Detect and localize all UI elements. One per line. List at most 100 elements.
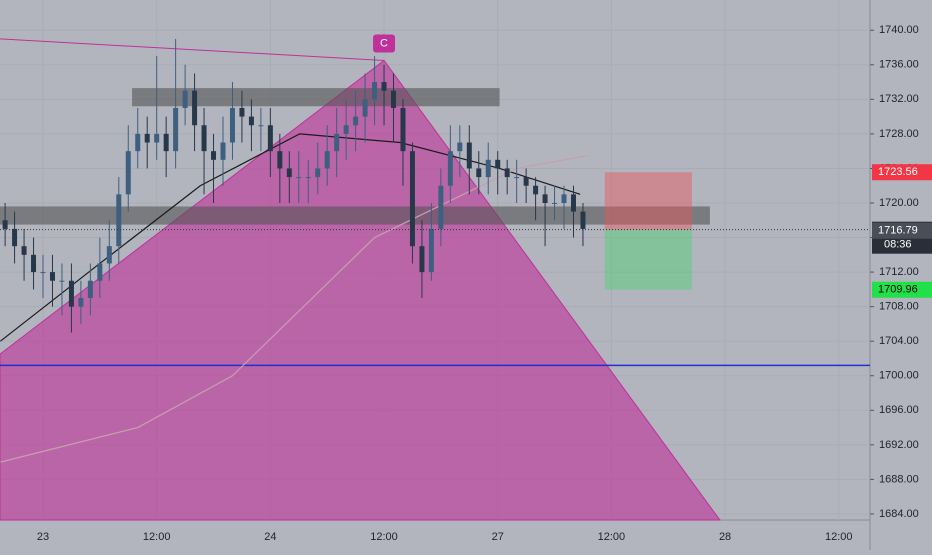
y-tick-label: 1708.00	[879, 301, 919, 313]
indicator-line	[0, 154, 589, 463]
x-tick-label: 24	[264, 531, 276, 543]
y-tick-label: 1740.00	[879, 24, 919, 36]
candle-body	[400, 107, 406, 152]
pattern-top-line	[0, 38, 385, 61]
y-tick-label: 1692.00	[879, 439, 919, 451]
candle-body	[40, 272, 46, 274]
candle-body	[173, 107, 179, 152]
candle-body	[570, 194, 576, 212]
candle-body	[78, 298, 84, 307]
candle-body	[495, 159, 501, 169]
candle-body	[201, 125, 207, 152]
candle-body	[542, 194, 548, 203]
candle-body	[258, 125, 264, 127]
candle-body	[428, 228, 434, 273]
y-tick-label: 1700.00	[879, 370, 919, 382]
stop-zone	[604, 172, 692, 230]
candle-body	[239, 107, 245, 117]
candle-body	[154, 133, 160, 143]
x-tick-label: 12:00	[598, 531, 626, 543]
candle-body	[552, 202, 558, 204]
last-price-tag-box	[872, 222, 932, 239]
candle-body	[362, 99, 368, 117]
candle-body	[343, 125, 349, 134]
candle-body	[49, 272, 55, 281]
candle-body	[125, 151, 131, 195]
candle-body	[116, 194, 122, 247]
y-tick-label: 1728.00	[879, 128, 919, 140]
candle-body	[580, 211, 586, 229]
candle-body	[419, 246, 425, 273]
candle-body	[305, 177, 311, 179]
candle-body	[135, 133, 141, 152]
candle-body	[296, 177, 302, 179]
candle-body	[466, 142, 472, 169]
candle-body	[438, 185, 444, 229]
candle-body	[106, 246, 112, 264]
candle-body	[220, 142, 226, 160]
y-tick-label: 1704.00	[879, 335, 919, 347]
y-tick-label: 1732.00	[879, 93, 919, 105]
candle-body	[192, 90, 198, 126]
candle-body	[163, 133, 169, 152]
candle-body	[485, 159, 491, 178]
x-tick-label: 28	[719, 531, 731, 543]
countdown: 08:36	[884, 239, 912, 251]
candle-body	[409, 151, 415, 247]
candle-body	[229, 107, 235, 143]
candle-body	[334, 133, 340, 152]
candle-body	[504, 168, 510, 178]
candle-body	[87, 280, 93, 299]
y-tick-label: 1696.00	[879, 404, 919, 416]
candle-body	[447, 151, 453, 186]
candle-body	[476, 168, 482, 178]
candle-body	[2, 220, 8, 229]
zone	[0, 206, 710, 225]
candle-body	[372, 82, 378, 100]
candle-body	[144, 133, 150, 143]
candle-body	[267, 125, 273, 152]
pattern-label-box	[373, 34, 396, 53]
candle-body	[286, 168, 292, 178]
candle-body	[97, 263, 103, 281]
x-tick-label: 12:00	[143, 531, 171, 543]
candle-body	[353, 116, 359, 126]
x-tick-label: 23	[37, 531, 49, 543]
candle-body	[381, 82, 387, 91]
zone	[132, 88, 500, 107]
x-tick-label: 27	[492, 531, 504, 543]
candle-body	[277, 151, 283, 169]
candle-body	[248, 116, 254, 126]
candle-body	[457, 142, 463, 152]
candle-body	[182, 90, 188, 108]
y-tick-label: 1736.00	[879, 59, 919, 71]
stop-price-tag-box	[872, 164, 932, 181]
candle-body	[31, 254, 37, 273]
candle-body	[533, 185, 539, 195]
candle-body	[21, 246, 27, 255]
x-tick-label: 12:00	[825, 531, 853, 543]
candle-body	[315, 168, 321, 178]
candle-body	[324, 151, 330, 169]
candle-body	[68, 280, 74, 307]
last-price-tag: 1716.79	[878, 225, 918, 237]
candle-body	[561, 194, 567, 203]
y-tick-label: 1720.00	[879, 197, 919, 209]
candle-body	[514, 177, 520, 179]
stop-price-tag: 1723.56	[878, 166, 918, 178]
y-tick-label: 1712.00	[879, 266, 919, 278]
candle-body	[211, 151, 217, 160]
target-price-tag: 1709.96	[878, 284, 918, 296]
x-tick-label: 12:00	[370, 531, 398, 543]
y-tick-label: 1688.00	[879, 473, 919, 485]
pattern-label: C	[380, 37, 388, 49]
target-price-tag-box	[872, 281, 932, 298]
candle-body	[391, 90, 397, 108]
y-tick-label: 1684.00	[879, 508, 919, 520]
target-zone	[604, 229, 692, 290]
candle-body	[523, 177, 529, 186]
candle-body	[12, 228, 18, 247]
candle-body	[59, 280, 65, 282]
